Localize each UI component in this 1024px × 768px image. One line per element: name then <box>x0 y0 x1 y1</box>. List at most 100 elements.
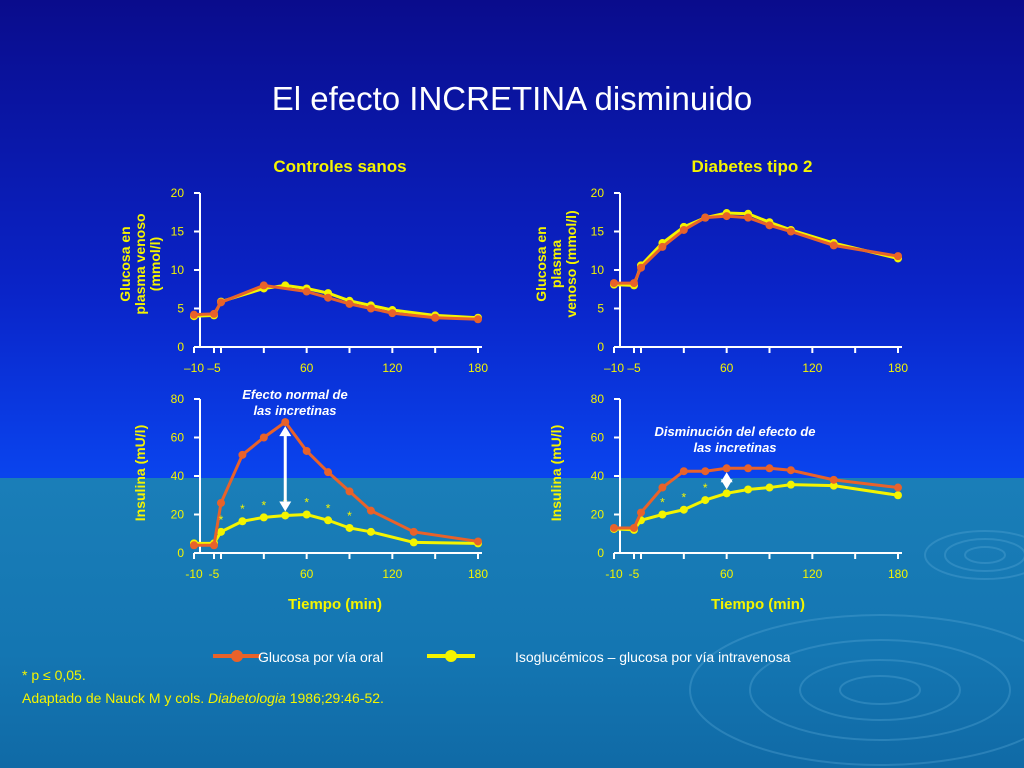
data-point <box>829 481 838 490</box>
y-tick-label: 60 <box>591 431 605 445</box>
data-point <box>190 310 198 319</box>
data-point <box>259 281 268 290</box>
data-point <box>345 487 354 496</box>
y-tick-label: 20 <box>171 186 185 200</box>
series-line <box>194 420 479 547</box>
data-point <box>894 252 902 261</box>
x-tick-label: 120 <box>802 361 822 375</box>
data-point <box>658 510 667 519</box>
data-point <box>302 510 311 519</box>
data-point <box>324 516 333 525</box>
y-tick-label: 0 <box>597 546 604 560</box>
y-tick-label: 5 <box>177 302 184 316</box>
data-point <box>744 485 753 494</box>
series-line <box>614 466 899 530</box>
data-point <box>238 450 247 459</box>
x-tick-label: -10 <box>185 567 203 581</box>
footnote-leq: ≤ <box>43 667 51 683</box>
data-point <box>829 241 838 250</box>
data-point <box>658 242 667 251</box>
data-point <box>210 541 218 550</box>
data-point <box>610 523 618 532</box>
legend-iv-label: Isoglucémicos – glucosa por vía intraven… <box>515 649 791 665</box>
x-tick-label: 120 <box>382 361 402 375</box>
y-tick-label: 80 <box>171 392 185 406</box>
x-tick-label: –5 <box>627 361 641 375</box>
data-point <box>302 287 311 296</box>
data-point <box>744 213 753 222</box>
data-point <box>217 498 225 507</box>
y-tick-label: 5 <box>597 302 604 316</box>
x-tick-label: 60 <box>720 567 734 581</box>
data-point <box>409 527 418 536</box>
x-tick-label: –5 <box>207 361 221 375</box>
data-point <box>722 464 731 473</box>
glucose-controls-panel: 0 5 10 15 20 –10 –5 60 120 180 Controles sanos Gluc… <box>117 157 488 375</box>
y-axis-label-line: Glucosa en <box>117 226 133 301</box>
x-axis-label: Tiempo (min) <box>288 596 382 613</box>
annotation-text: Efecto normal de las incretinas <box>242 387 347 418</box>
significance-star: * <box>326 501 331 515</box>
y-axis-label-line: plasma <box>548 240 564 288</box>
data-point <box>610 279 618 288</box>
y-axis-label-line: (mmol/l) <box>147 237 163 291</box>
data-point <box>366 506 375 515</box>
y-axis-label: Glucosa enplasma venoso(mmol/l) <box>117 213 163 314</box>
footnote-star: * p <box>22 667 40 683</box>
series-line <box>194 512 479 545</box>
x-tick-label: 60 <box>300 361 314 375</box>
data-point <box>210 309 218 318</box>
water-band <box>0 478 1024 768</box>
significance-star: * <box>660 496 665 510</box>
y-tick-label: 0 <box>597 340 604 354</box>
data-point <box>190 541 198 550</box>
significance-star: * <box>219 513 224 527</box>
data-point <box>474 537 482 546</box>
y-tick-label: 0 <box>177 340 184 354</box>
legend-iv-swatch <box>427 650 475 662</box>
data-point <box>324 468 333 477</box>
x-tick-label: 60 <box>720 361 734 375</box>
y-tick-label: 60 <box>171 431 185 445</box>
y-tick-label: 80 <box>591 392 605 406</box>
annotation-line: las incretinas <box>693 440 776 455</box>
y-tick-label: 20 <box>171 508 185 522</box>
x-tick-label: -5 <box>629 567 640 581</box>
data-point <box>324 293 333 302</box>
data-point <box>302 446 311 455</box>
data-point <box>894 491 902 500</box>
x-tick-label: 120 <box>802 567 822 581</box>
data-point <box>281 511 290 520</box>
data-point <box>701 467 710 476</box>
x-tick-label: –10 <box>604 361 624 375</box>
effect-arrow-head <box>720 479 733 490</box>
y-axis-label: Insulina (mU/l) <box>548 425 564 521</box>
data-point <box>217 298 225 307</box>
data-point <box>765 221 774 230</box>
footnote-value: 0,05. <box>50 667 86 683</box>
data-point <box>345 299 354 308</box>
y-axis-label-line: Insulina (mU/l) <box>132 425 148 521</box>
source-prefix: Adaptado de Nauck M y cols. <box>22 690 208 706</box>
data-point <box>744 464 753 473</box>
data-point <box>388 309 397 318</box>
data-point <box>366 304 375 313</box>
data-point <box>829 475 838 484</box>
data-point <box>765 464 774 473</box>
data-point <box>679 505 688 514</box>
data-point <box>637 508 645 517</box>
x-tick-label: 180 <box>888 567 908 581</box>
x-tick-label: 180 <box>468 361 488 375</box>
data-point <box>630 279 638 288</box>
data-point <box>658 483 667 492</box>
y-tick-label: 15 <box>171 225 185 239</box>
data-point <box>786 480 795 489</box>
panel-title: Controles sanos <box>273 157 406 176</box>
data-point <box>679 467 688 476</box>
insulin-diabetes-panel: 0 20 40 60 80 -10 -5 60 120 180 Insulina (mU/l) Tie… <box>548 392 908 613</box>
data-point <box>345 523 354 532</box>
data-point <box>259 513 268 522</box>
data-point <box>281 418 290 427</box>
significance-star: * <box>681 491 686 505</box>
